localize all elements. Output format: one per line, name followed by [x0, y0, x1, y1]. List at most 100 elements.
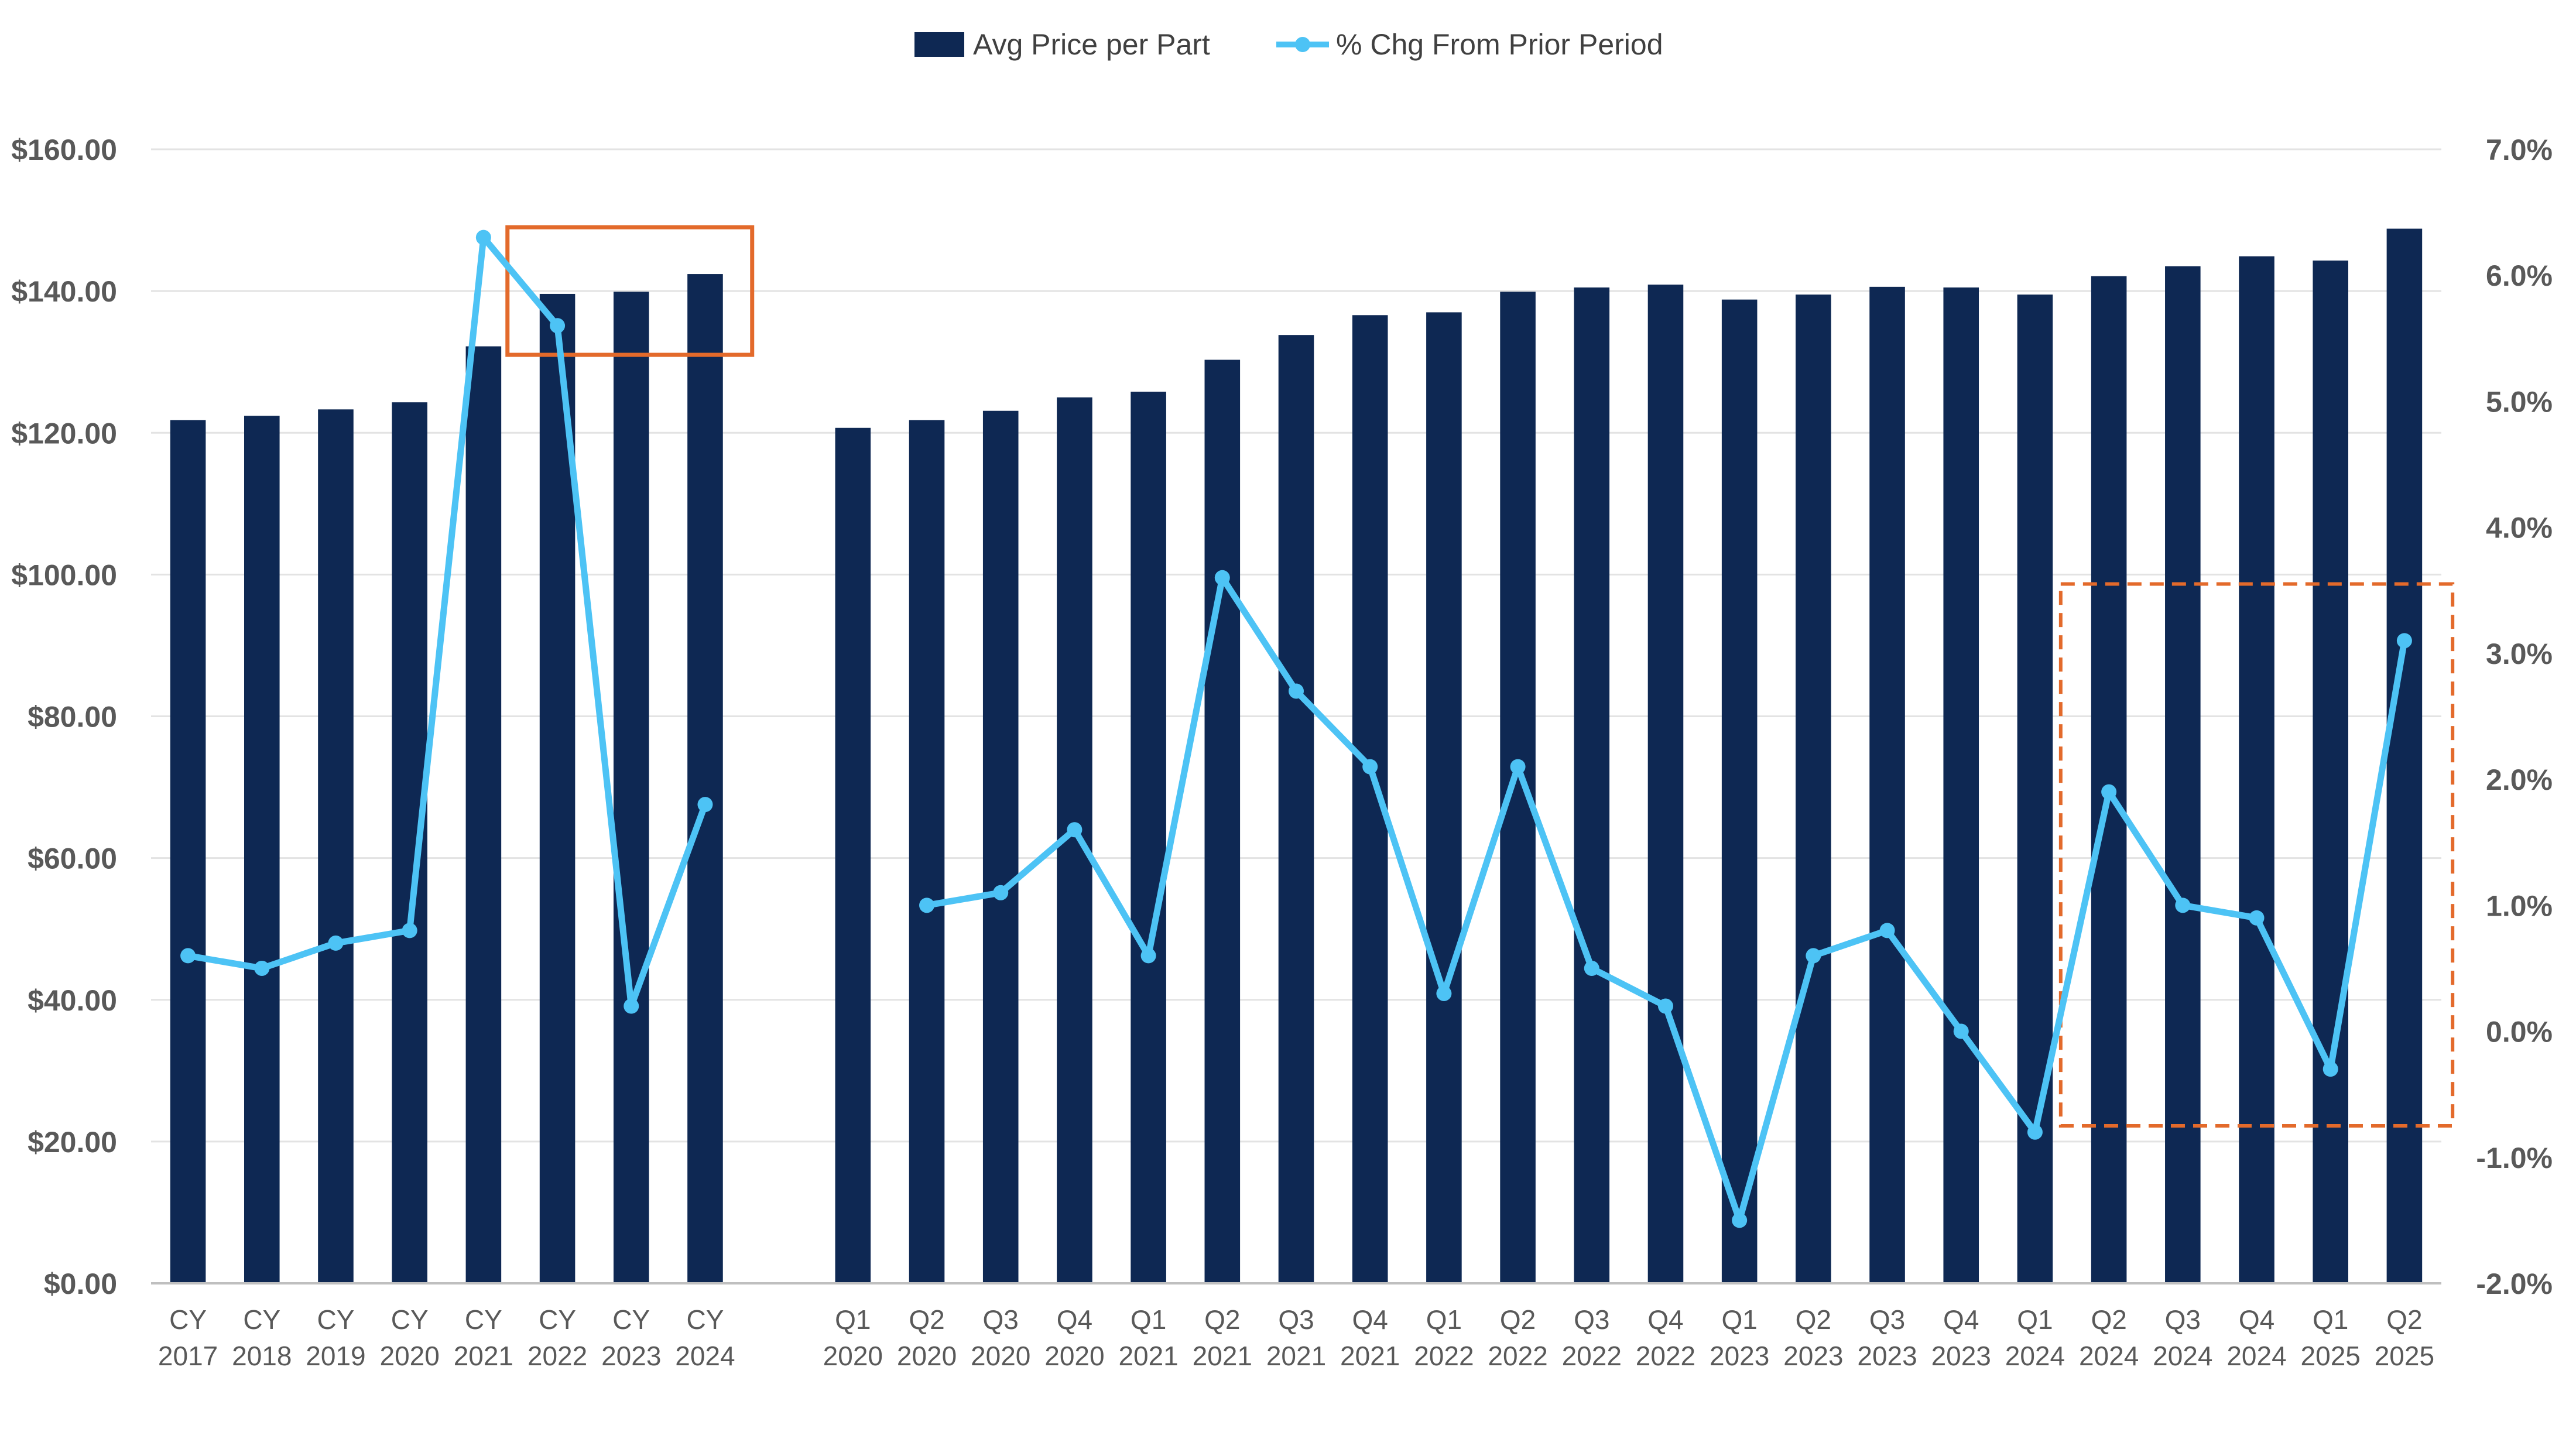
x-tick-label-top: Q4	[1057, 1304, 1092, 1335]
pct-change-point	[1362, 759, 1378, 775]
pct-change-point	[2027, 1124, 2043, 1140]
left-axis-tick-label: $160.00	[11, 133, 117, 166]
bar	[909, 420, 945, 1283]
highlight-boxes	[505, 225, 2455, 1128]
x-tick-label-bottom: 2021	[1193, 1341, 1252, 1371]
x-tick-label-top: Q2	[2091, 1304, 2126, 1335]
bar	[2313, 261, 2348, 1283]
left-axis-tick-label: $40.00	[28, 984, 117, 1017]
bar	[1796, 294, 1831, 1284]
x-tick-label-bottom: 2023	[1857, 1341, 1917, 1371]
pct-change-point	[1953, 1023, 1969, 1039]
x-tick-label-top: Q2	[1500, 1304, 1536, 1335]
pct-change-point	[1214, 570, 1230, 585]
bar	[244, 416, 280, 1283]
bar	[2239, 256, 2274, 1283]
x-tick-label-bottom: 2020	[1044, 1341, 1104, 1371]
bar	[1204, 359, 1241, 1283]
x-tick-label-bottom: 2024	[2005, 1341, 2065, 1371]
x-tick-label-top: Q1	[2017, 1304, 2053, 1335]
x-tick-label-bottom: 2024	[2079, 1341, 2139, 1371]
x-tick-label-bottom: 2020	[823, 1341, 883, 1371]
pct-change-point	[697, 797, 713, 813]
x-tick-label-top: Q2	[1796, 1304, 1831, 1335]
right-axis-tick-label: -1.0%	[2476, 1142, 2553, 1174]
bar	[2165, 266, 2201, 1283]
x-tick-label-top: Q3	[2165, 1304, 2201, 1335]
x-tick-label-top: Q3	[1278, 1304, 1314, 1335]
pct-change-point	[2101, 784, 2117, 800]
x-tick-label-top: Q4	[1943, 1304, 1979, 1335]
pct-change-point	[254, 960, 270, 976]
x-tick-label-bottom: 2020	[897, 1341, 957, 1371]
pct-change-point	[1510, 759, 1526, 775]
right-axis-tick-label: 6.0%	[2486, 259, 2553, 292]
left-axis-tick-label: $140.00	[11, 275, 117, 308]
pct-change-point	[475, 229, 491, 245]
legend-line-marker	[1295, 37, 1310, 52]
x-tick-label-top: CY	[465, 1304, 502, 1335]
x-tick-label-top: CY	[243, 1304, 280, 1335]
bar	[1647, 285, 1684, 1283]
x-tick-label-top: Q3	[983, 1304, 1019, 1335]
right-axis-tick-label: 2.0%	[2486, 763, 2553, 796]
right-axis-tick-label: 5.0%	[2486, 385, 2553, 418]
pct-change-point	[2396, 633, 2412, 649]
x-tick-label-bottom: 2024	[675, 1341, 735, 1371]
highlight-box-solid	[505, 225, 755, 357]
x-tick-label-top: CY	[169, 1304, 207, 1335]
pct-change-point	[919, 898, 935, 913]
bar	[1131, 392, 1166, 1284]
pct-change-point	[1657, 998, 1673, 1014]
pct-change-point	[1140, 948, 1156, 964]
right-axis-tick-label: -2.0%	[2476, 1268, 2553, 1300]
bar	[835, 427, 871, 1283]
pct-change-line-annual	[184, 234, 708, 1010]
x-tick-label-bottom: 2017	[158, 1341, 218, 1371]
bar	[465, 346, 502, 1284]
x-tick-label-bottom: 2024	[2226, 1341, 2286, 1371]
x-tick-label-bottom: 2022	[1414, 1341, 1474, 1371]
right-axis-tick-label: 4.0%	[2486, 512, 2553, 544]
right-axis-tick-label: 7.0%	[2486, 133, 2553, 166]
bar	[613, 292, 649, 1283]
bar	[1869, 286, 1905, 1284]
right-axis-tick-label: 0.0%	[2486, 1016, 2553, 1049]
legend-bar-label: Avg Price per Part	[973, 28, 1210, 61]
left-axis-tick-label: $0.00	[44, 1268, 117, 1300]
x-tick-label-bottom: 2021	[1266, 1341, 1326, 1371]
x-tick-label-bottom: 2020	[380, 1341, 440, 1371]
x-tick-label-bottom: 2021	[454, 1341, 513, 1371]
x-tick-label-top: Q1	[1721, 1304, 1757, 1335]
pct-change-point	[1879, 923, 1895, 938]
right-axis-tick-label: 3.0%	[2486, 638, 2553, 670]
x-tick-label-top: Q4	[2239, 1304, 2274, 1335]
pct-change-point	[328, 935, 344, 951]
pct-change-point	[1067, 822, 1083, 838]
x-tick-label-bottom: 2023	[601, 1341, 661, 1371]
x-tick-label-bottom: 2022	[527, 1341, 587, 1371]
pct-change-point	[402, 923, 417, 938]
bar	[2091, 276, 2127, 1283]
x-tick-label-top: Q1	[1131, 1304, 1166, 1335]
x-tick-label-bottom: 2025	[2301, 1341, 2361, 1371]
x-tick-label-top: CY	[612, 1304, 650, 1335]
x-tick-label-top: Q1	[1426, 1304, 1462, 1335]
left-axis-tick-label: $20.00	[28, 1126, 117, 1159]
pct-change-point	[1584, 960, 1599, 976]
x-tick-label-top: CY	[391, 1304, 429, 1335]
left-axis-tick-label: $80.00	[28, 701, 117, 734]
bar-series	[170, 228, 2423, 1284]
pct-change-point	[1806, 948, 1821, 964]
left-axis-tick-label: $100.00	[11, 559, 117, 591]
bar	[2386, 228, 2423, 1284]
x-tick-label-bottom: 2020	[971, 1341, 1030, 1371]
bar	[1574, 287, 1610, 1283]
right-axis-tick-label: 1.0%	[2486, 889, 2553, 922]
bar	[982, 410, 1019, 1283]
x-tick-label-bottom: 2023	[1710, 1341, 1769, 1371]
x-tick-label-top: CY	[686, 1304, 724, 1335]
bar	[1721, 299, 1758, 1284]
pct-change-point	[2249, 910, 2265, 926]
